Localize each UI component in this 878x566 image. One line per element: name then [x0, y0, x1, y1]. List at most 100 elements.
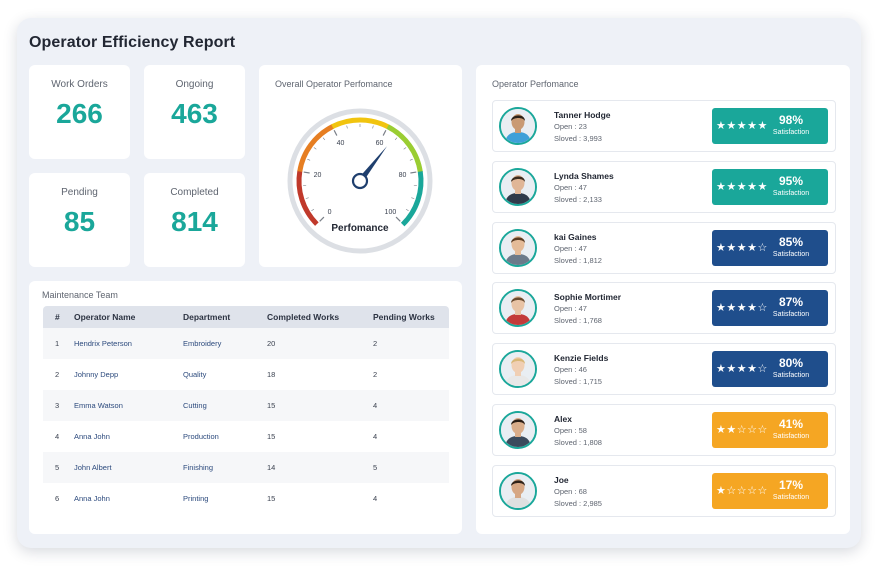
person-icon	[501, 230, 535, 265]
stat-label: Pending	[61, 187, 98, 198]
row-index: 4	[55, 432, 60, 441]
table-row: 1 Hendrix Peterson Embroidery 20 2	[43, 328, 449, 359]
stat-card-work-orders: Work Orders 266	[29, 65, 130, 159]
maintenance-card: Maintenance Team # Operator Name Departm…	[29, 281, 462, 534]
row-completed-works: 20	[267, 339, 276, 348]
row-index: 3	[55, 401, 60, 410]
stat-label: Completed	[170, 187, 219, 198]
page-title: Operator Efficiency Report	[29, 34, 236, 51]
operator-item[interactable]: Lynda Shames Open : 47 Sloved : 2,133 ★★★★★…	[492, 160, 836, 213]
dashboard-frame: Operator Efficiency Report Work Orders 2…	[17, 18, 861, 548]
gauge-tick-label: 60	[376, 140, 384, 147]
row-operator-name: Emma Watson	[74, 401, 123, 410]
avatar	[499, 228, 537, 267]
row-operator-name: Anna John	[74, 432, 110, 441]
operator-item[interactable]: Alex Open : 58 Sloved : 1,808 ★★☆☆☆ 41% Satis…	[492, 404, 836, 456]
avatar	[499, 289, 537, 328]
avatar	[499, 107, 537, 145]
person-icon	[501, 473, 535, 508]
satisfaction-badge: ★★☆☆☆ 41% Satisfaction	[712, 412, 828, 448]
operator-item[interactable]: Kenzie Fields Open : 46 Sloved : 1,715 ★★★★…	[492, 343, 836, 396]
gauge-tick	[333, 129, 338, 136]
stat-label: Work Orders	[51, 79, 108, 90]
operator-item[interactable]: Joe Open : 68 Sloved : 2,985 ★☆☆☆☆ 17% Satisf…	[492, 464, 836, 517]
satisfaction-label: Satisfaction	[772, 311, 810, 319]
satisfaction-badge: ★★★★☆ 80% Satisfaction	[712, 351, 828, 388]
maintenance-table: # Operator Name Department Completed Wor…	[43, 306, 449, 514]
person-icon	[501, 352, 535, 387]
operator-open-count: Open : 47	[554, 243, 587, 253]
gauge-tick-label: 100	[385, 209, 397, 216]
satisfaction-percent: 87%	[778, 295, 804, 310]
operator-solved-count: Sloved : 1,808	[554, 438, 602, 447]
row-completed-works: 15	[267, 494, 276, 503]
satisfaction-label: Satisfaction	[772, 250, 810, 258]
row-pending-works: 4	[373, 494, 378, 503]
gauge-card: Overall Operator Perfomance 0 20 40 60 80 100…	[259, 65, 462, 267]
gauge-tick	[410, 171, 417, 174]
avatar	[499, 167, 537, 206]
row-operator-name: Hendrix Peterson	[74, 339, 132, 348]
operator-name: Alex	[554, 414, 572, 424]
gauge-needle	[357, 146, 387, 183]
operator-item[interactable]: Tanner Hodge Open : 23 Sloved : 3,993 ★★★★★…	[492, 100, 836, 152]
row-completed-works: 18	[267, 370, 276, 379]
satisfaction-badge: ★★★★★ 98% Satisfaction	[712, 108, 828, 144]
operator-item[interactable]: kai Gaines Open : 47 Sloved : 1,812 ★★★★☆ 85…	[492, 221, 836, 274]
operator-solved-count: Sloved : 3,993	[554, 134, 602, 143]
operator-name: Tanner Hodge	[554, 110, 611, 120]
header-pending-works: Pending Works	[373, 312, 435, 322]
gauge-tick	[311, 208, 315, 212]
row-operator-name: John Albert	[74, 463, 112, 472]
gauge-tick	[303, 171, 310, 174]
star-rating-icon: ★★☆☆☆	[716, 423, 768, 436]
star-rating-icon: ★★★★★	[716, 119, 768, 132]
gauge-tick	[394, 137, 398, 141]
star-rating-icon: ★★★★☆	[716, 362, 768, 376]
person-icon	[501, 169, 535, 204]
operator-open-count: Open : 47	[554, 304, 587, 314]
header-department: Department	[183, 312, 231, 322]
table-row: 4 Anna John Production 15 4	[43, 421, 449, 452]
gauge-tick	[382, 129, 387, 136]
row-pending-works: 4	[373, 432, 378, 441]
table-row: 6 Anna John Printing 15 4	[43, 483, 449, 514]
gauge-tick	[346, 125, 348, 129]
operator-open-count: Open : 23	[554, 122, 587, 131]
row-department: Cutting	[183, 401, 207, 410]
stat-value: 85	[63, 206, 96, 237]
gauge-tick	[319, 216, 325, 222]
avatar	[499, 411, 537, 449]
avatar	[499, 350, 537, 389]
gauge-tick	[395, 216, 401, 222]
gauge-tick	[307, 158, 311, 161]
stat-value: 463	[171, 98, 218, 129]
satisfaction-badge: ★★★★★ 95% Satisfaction	[712, 168, 828, 205]
operator-open-count: Open : 47	[554, 182, 587, 192]
operator-name: Joe	[554, 474, 569, 485]
row-index: 1	[55, 339, 60, 348]
row-operator-name: Anna John	[74, 494, 110, 503]
operator-name: Lynda Shames	[554, 170, 614, 181]
satisfaction-badge: ★★★★☆ 85% Satisfaction	[712, 229, 828, 266]
gauge-tick-label: 80	[399, 172, 407, 179]
table-row: 3 Emma Watson Cutting 15 4	[43, 390, 449, 421]
gauge-title: Overall Operator Perfomance	[275, 79, 393, 89]
star-rating-icon: ★★★★☆	[716, 301, 768, 315]
person-icon	[501, 413, 535, 447]
maintenance-title: Maintenance Team	[42, 290, 118, 300]
gauge-tick	[403, 147, 407, 150]
operator-item[interactable]: Sophie Mortimer Open : 47 Sloved : 1,768 ★★…	[492, 282, 836, 335]
avatar	[499, 471, 537, 510]
gauge-needle-hub	[351, 172, 369, 190]
satisfaction-label: Satisfaction	[772, 493, 810, 501]
operator-performance-title: Operator Perfomance	[492, 79, 579, 89]
gauge-tick-label: 0	[328, 209, 332, 216]
row-department: Production	[183, 432, 219, 441]
gauge-tick	[409, 158, 413, 161]
header-completed-works: Completed Works	[267, 312, 340, 322]
satisfaction-label: Satisfaction	[772, 372, 810, 380]
satisfaction-percent: 85%	[778, 234, 804, 249]
gauge-tick	[411, 197, 415, 199]
table-body: 1 Hendrix Peterson Embroidery 20 2 2 Johnny De…	[43, 328, 449, 514]
